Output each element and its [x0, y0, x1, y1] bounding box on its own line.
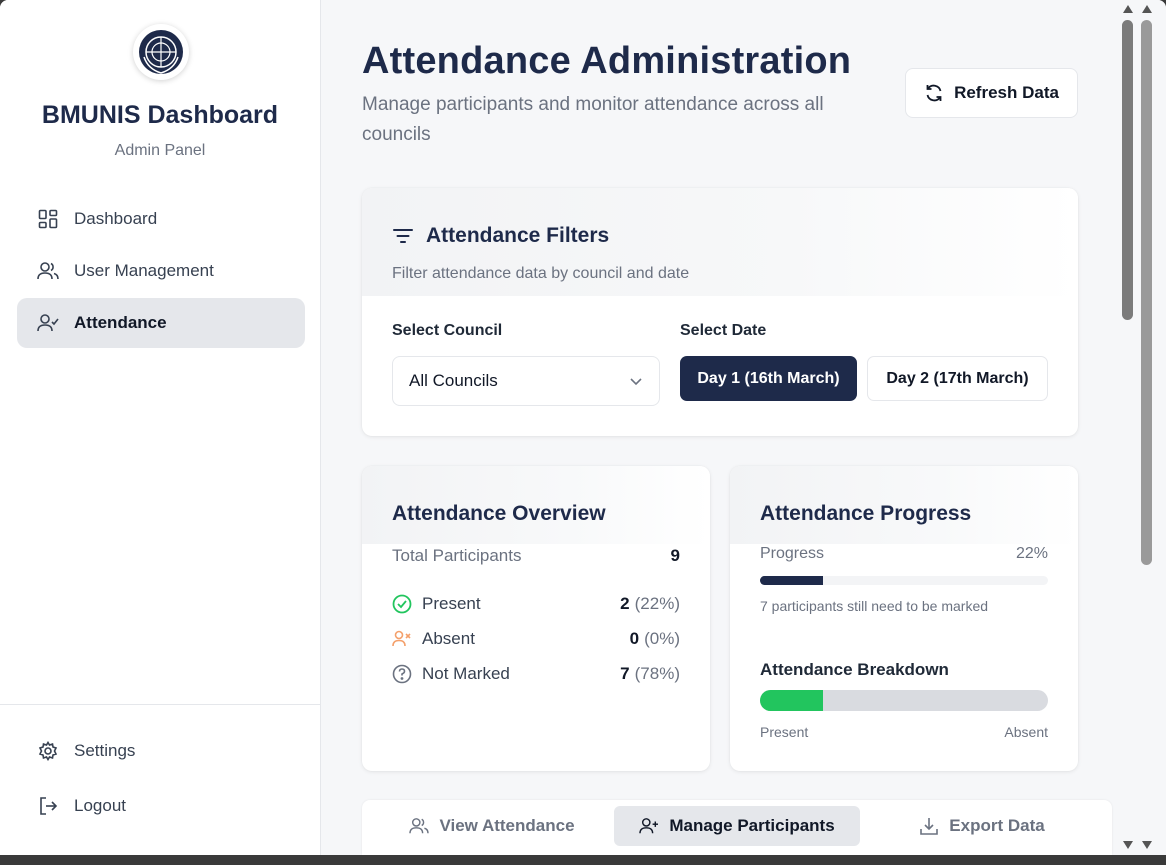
overview-header [362, 466, 710, 544]
tab-label: Export Data [949, 816, 1045, 835]
not-marked-count: 7 (78%) [620, 664, 680, 684]
progress-title: Attendance Progress [760, 502, 972, 525]
tab-manage-participants[interactable]: Manage Participants [614, 806, 860, 846]
user-plus-icon [639, 817, 659, 835]
refresh-data-button[interactable]: Refresh Data [905, 68, 1078, 118]
tab-label: Manage Participants [669, 816, 835, 835]
refresh-label: Refresh Data [954, 83, 1059, 102]
breakdown-bar-present-fill [760, 690, 824, 711]
sidebar-item-label: Settings [74, 741, 136, 760]
sidebar-divider [0, 704, 320, 705]
scroll-up-arrow-icon[interactable] [1142, 5, 1152, 13]
day1-button[interactable]: Day 1 (16th March) [680, 356, 857, 401]
absent-count: 0 (0%) [630, 629, 680, 649]
sidebar-item-label: User Management [74, 261, 214, 280]
user-x-icon [392, 629, 412, 649]
page-title: Attendance Administration [362, 40, 852, 82]
absent-label: Absent [422, 629, 475, 648]
sidebar-item-attendance[interactable]: Attendance [17, 298, 305, 348]
scrollbar-thumb-outer[interactable] [1141, 20, 1152, 565]
filters-description: Filter attendance data by council and da… [392, 265, 690, 282]
sidebar-item-label: Logout [74, 796, 126, 815]
absent-pct: (0%) [644, 629, 680, 648]
sidebar: BMUNIS Dashboard Admin Panel Dashboard U… [0, 0, 321, 855]
day2-button[interactable]: Day 2 (17th March) [867, 356, 1048, 401]
chevron-down-icon [629, 376, 643, 386]
present-count-num: 2 [620, 594, 630, 613]
date-label: Select Date [680, 322, 767, 339]
not-marked-row: Not Marked 7 (78%) [392, 664, 680, 684]
attendance-progress-card: Attendance Progress Progress 22% 7 parti… [730, 466, 1078, 771]
present-count: 2 (22%) [620, 594, 680, 614]
progress-header [730, 466, 1078, 544]
brand-title: BMUNIS Dashboard [41, 101, 279, 129]
grid-icon [37, 208, 59, 230]
not-marked-pct: (78%) [634, 664, 680, 683]
progress-bar-fill [760, 576, 824, 585]
progress-label: Progress [760, 545, 825, 562]
total-label: Total Participants [392, 546, 522, 565]
attendance-overview-card: Attendance Overview Total Participants 9… [362, 466, 710, 771]
check-circle-icon [392, 594, 412, 614]
gear-icon [37, 740, 59, 762]
progress-note: 7 participants still need to be marked [760, 598, 989, 614]
sidebar-item-dashboard[interactable]: Dashboard [17, 194, 305, 244]
breakdown-bar [760, 690, 1048, 711]
question-circle-icon [392, 664, 412, 684]
scroll-down-arrow-icon[interactable] [1142, 841, 1152, 849]
present-pct: (22%) [634, 594, 680, 613]
tab-export-data[interactable]: Export Data [862, 806, 1102, 846]
scroll-down-arrow-icon[interactable] [1123, 841, 1133, 849]
not-marked-label: Not Marked [422, 664, 510, 683]
filters-header [362, 188, 1078, 296]
sidebar-item-label: Attendance [74, 313, 167, 332]
logo [133, 24, 189, 80]
progress-value: 22% [1015, 545, 1048, 562]
total-value: 9 [670, 546, 680, 565]
breakdown-present-label: Present [760, 724, 809, 740]
breakdown-title: Attendance Breakdown [760, 660, 949, 679]
users-icon [37, 260, 59, 282]
present-label: Present [422, 594, 481, 613]
progress-bar [760, 576, 1048, 585]
breakdown-absent-label: Absent [1004, 724, 1048, 740]
progress-row: Progress 22% [760, 545, 1048, 563]
scroll-up-arrow-icon[interactable] [1123, 5, 1133, 13]
present-row: Present 2 (22%) [392, 594, 680, 614]
filters-title-text: Attendance Filters [426, 224, 610, 247]
download-icon [919, 816, 939, 836]
breakdown-legend: Present Absent [760, 724, 1048, 740]
council-label: Select Council [392, 322, 503, 339]
filters-title: Attendance Filters [392, 224, 609, 248]
logout-icon [37, 795, 59, 817]
attendance-filters-card: Attendance Filters Filter attendance dat… [362, 188, 1078, 436]
sidebar-item-label: Dashboard [74, 209, 158, 228]
total-participants-row: Total Participants 9 [392, 546, 680, 566]
sidebar-item-user-management[interactable]: User Management [17, 246, 305, 296]
not-marked-count-num: 7 [620, 664, 630, 683]
tab-bar: View Attendance Manage Participants Expo… [362, 800, 1112, 855]
sidebar-item-logout[interactable]: Logout [17, 781, 305, 831]
absent-row: Absent 0 (0%) [392, 629, 680, 649]
overview-title: Attendance Overview [392, 502, 606, 525]
council-select-value: All Councils [409, 371, 498, 390]
refresh-icon [924, 83, 944, 103]
brand-subtitle: Admin Panel [114, 142, 206, 159]
un-emblem-icon [139, 30, 183, 74]
tab-label: View Attendance [439, 816, 575, 835]
page-subtitle: Manage participants and monitor attendan… [362, 94, 824, 145]
sidebar-item-settings[interactable]: Settings [17, 726, 305, 776]
users-icon [409, 817, 430, 835]
council-select[interactable]: All Councils [392, 356, 660, 406]
filter-icon [392, 227, 414, 245]
absent-count-num: 0 [629, 629, 640, 648]
tab-view-attendance[interactable]: View Attendance [372, 806, 612, 846]
scrollbar-thumb[interactable] [1122, 20, 1133, 320]
user-check-icon [37, 312, 59, 334]
